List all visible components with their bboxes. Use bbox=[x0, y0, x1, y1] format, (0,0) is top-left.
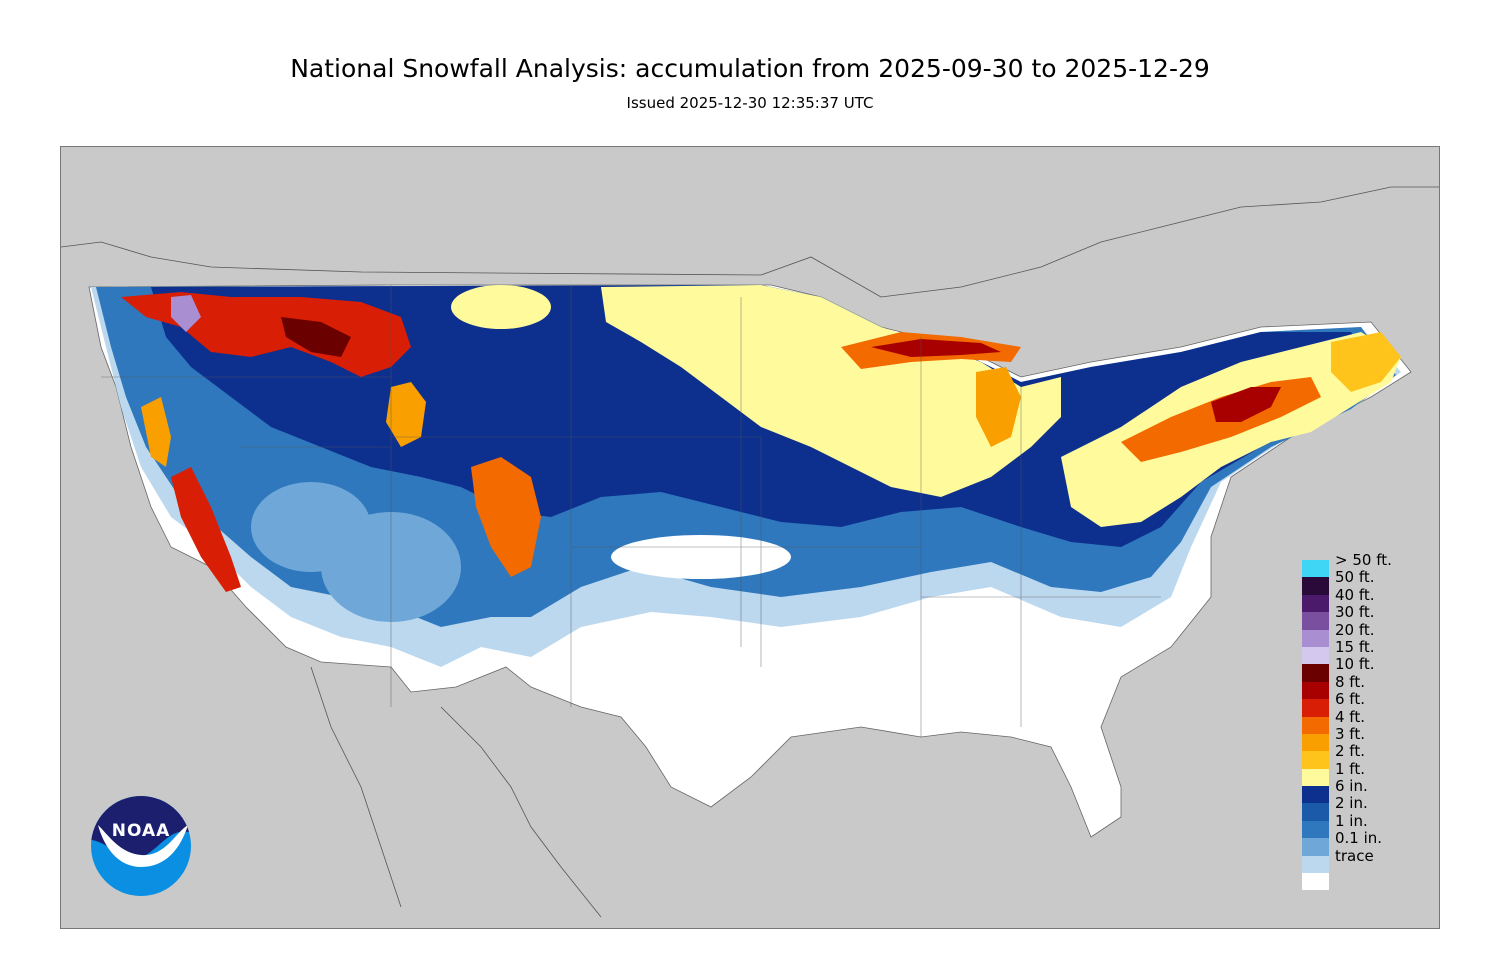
legend-swatch bbox=[1302, 786, 1329, 804]
logo-bird bbox=[98, 825, 188, 867]
snow-northern-rockies-core bbox=[281, 317, 351, 357]
snow-1ft-patch-montana bbox=[451, 285, 551, 329]
snow-patch-plains bbox=[611, 535, 791, 579]
snow-maine-band bbox=[1331, 332, 1401, 392]
legend-label: 1 ft. bbox=[1335, 759, 1365, 778]
legend-swatch bbox=[1302, 664, 1329, 682]
country-coastlines bbox=[61, 186, 1439, 918]
legend-swatch bbox=[1302, 646, 1329, 665]
snow-sierra-nevada bbox=[171, 467, 241, 592]
legend-swatch bbox=[1302, 768, 1329, 787]
legend-swatch bbox=[1302, 560, 1329, 578]
legend-swatch bbox=[1302, 612, 1329, 630]
legend-label: 6 in. bbox=[1335, 777, 1368, 796]
logo-text: NOAA bbox=[111, 821, 171, 841]
legend-swatch bbox=[1302, 855, 1329, 874]
snow-cascades-core bbox=[171, 295, 201, 332]
legend-swatch bbox=[1302, 873, 1329, 891]
snow-oregon-cascades bbox=[141, 397, 171, 467]
snow-michigan-band bbox=[976, 367, 1021, 447]
legend-swatch bbox=[1302, 751, 1329, 769]
noaa-logo-emblem bbox=[91, 796, 191, 896]
snow-colorado-rockies bbox=[471, 457, 541, 577]
legend-label: 8 ft. bbox=[1335, 672, 1365, 691]
legend-label: 2 in. bbox=[1335, 794, 1368, 813]
legend-label: 50 ft. bbox=[1335, 568, 1375, 587]
legend-label: 30 ft. bbox=[1335, 603, 1375, 622]
snow-lake-superior-core bbox=[871, 339, 1001, 357]
legend-label: trace bbox=[1335, 846, 1374, 865]
snow-wyoming-ranges bbox=[386, 382, 426, 447]
legend-swatch bbox=[1302, 820, 1329, 839]
snowfall-map bbox=[60, 146, 1440, 929]
noaa-logo: NOAA bbox=[90, 795, 192, 897]
snow-1ft-zone-midwest bbox=[601, 285, 1061, 497]
legend-swatch bbox=[1302, 838, 1329, 856]
legend-swatch bbox=[1302, 577, 1329, 595]
map-title: National Snowfall Analysis: accumulation… bbox=[290, 54, 1210, 83]
snow-adirondack-core bbox=[1211, 387, 1281, 422]
map-canvas bbox=[61, 186, 1439, 918]
legend-swatch bbox=[1302, 803, 1329, 821]
snow-patch-southwest-2 bbox=[251, 482, 371, 572]
legend-swatch bbox=[1302, 716, 1329, 734]
legend-swatch bbox=[1302, 629, 1329, 647]
legend-label: 10 ft. bbox=[1335, 655, 1375, 674]
legend-label: 15 ft. bbox=[1335, 637, 1375, 656]
legend-label: 1 in. bbox=[1335, 811, 1368, 830]
legend-swatch bbox=[1302, 699, 1329, 717]
legend-label: 6 ft. bbox=[1335, 690, 1365, 709]
legend-label: 0.1 in. bbox=[1335, 829, 1383, 848]
legend-label: 3 ft. bbox=[1335, 724, 1365, 743]
legend-swatch bbox=[1302, 594, 1329, 613]
legend-label: 40 ft. bbox=[1335, 585, 1375, 604]
legend-label: 20 ft. bbox=[1335, 620, 1375, 639]
legend-swatch bbox=[1302, 733, 1329, 752]
legend-label: 4 ft. bbox=[1335, 707, 1365, 726]
legend-label: > 50 ft. bbox=[1335, 551, 1392, 569]
legend-label: 2 ft. bbox=[1335, 742, 1365, 761]
state-borders bbox=[101, 285, 1161, 737]
issued-timestamp: Issued 2025-12-30 12:35:37 UTC bbox=[626, 94, 874, 112]
legend-swatch bbox=[1302, 681, 1329, 700]
logo-upper-half bbox=[91, 796, 191, 858]
